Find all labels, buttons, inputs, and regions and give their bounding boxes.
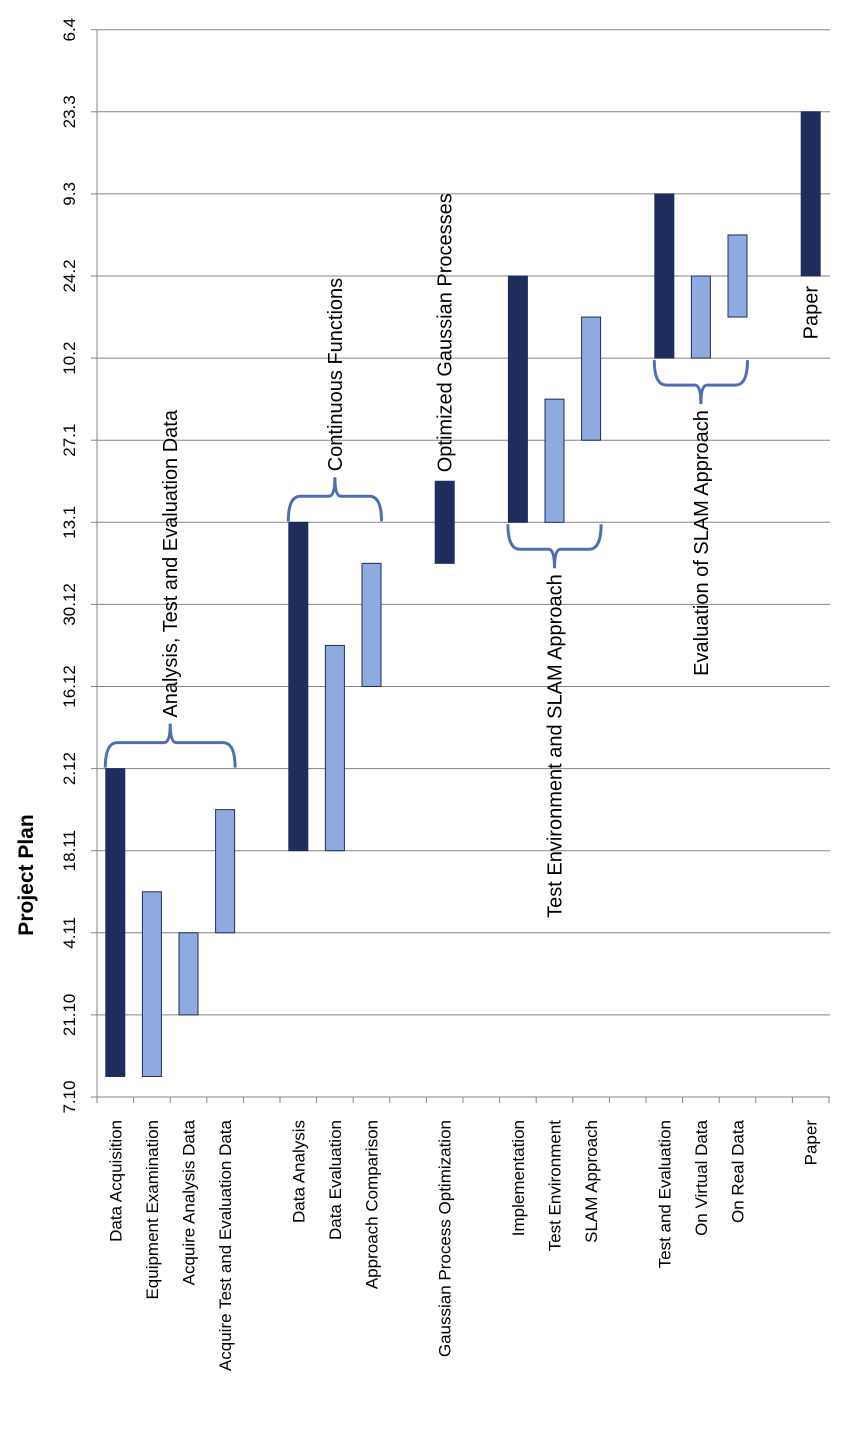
time-tick-label: 7.10 [60,1080,79,1113]
task-bar [507,275,528,523]
time-tick-label: 10.2 [60,342,79,375]
time-tick-label: 9.3 [60,182,79,206]
time-tick-label: 2.12 [60,752,79,785]
task-bar [178,932,199,1016]
task-label: Approach Comparison [363,1120,382,1289]
time-tick-label: 13.1 [60,506,79,539]
task-bar [654,193,675,359]
group-brace [506,524,603,569]
task-bar [141,891,162,1077]
task-label: Test and Evaluation [655,1120,674,1268]
group-annotation: Analysis, Test and Evaluation Data [160,409,182,717]
task-bar [690,275,711,359]
task-label: Data Analysis [289,1120,308,1223]
task-label: Implementation [509,1120,528,1236]
task-labels: Data Acquisition Equipment Examination Acq… [106,1119,820,1371]
chart-title: Project Plan [15,814,38,935]
group-annotation: Optimized Gaussian Processes [435,193,457,472]
time-tick-label: 6.4 [60,18,79,42]
task-label: Acquire Analysis Data [180,1119,199,1285]
task-bar [105,768,126,1077]
time-tick-label: 16.12 [60,665,79,708]
task-label: Data Acquisition [106,1120,125,1242]
task-label: Equipment Examination [143,1120,162,1300]
group-annotation: Paper [801,286,823,340]
time-tick-label: 23.3 [60,95,79,128]
time-tick-label: 24.2 [60,259,79,292]
task-bar [581,316,602,441]
group-braces [103,360,749,768]
task-bar [361,562,382,687]
task-bar [324,644,345,852]
group-annotation: Evaluation of SLAM Approach [691,410,713,676]
group-brace [652,360,749,405]
task-bar [727,234,748,318]
group-annotation: Test Environment and SLAM Approach [545,574,567,918]
task-bar [288,521,309,852]
task-bar [544,398,565,523]
task-bar [800,111,821,277]
task-label: Paper [802,1120,821,1166]
task-bar [434,480,455,564]
task-label: SLAM Approach [582,1120,601,1243]
time-tick-labels: 7.10 21.10 4.11 18.11 2.12 16.12 30.12 13.1 27.1… [60,18,79,1114]
time-tick-label: 30.12 [60,583,79,626]
gridlines [97,29,830,1016]
time-tick-label: 27.1 [60,424,79,457]
task-label: Acquire Test and Evaluation Data [216,1119,235,1371]
task-bar [215,809,236,934]
time-tick-label: 21.10 [60,994,79,1037]
group-annotations: Analysis, Test and Evaluation Data Contin… [160,193,823,918]
task-label: Data Evaluation [326,1120,345,1240]
task-label: On Virtual Data [692,1119,711,1235]
group-brace [286,477,383,522]
group-annotation: Continuous Functions [325,278,347,471]
time-tick-label: 4.11 [60,917,79,949]
time-tick-label: 18.11 [60,830,79,871]
chart-axis [91,29,830,1103]
task-bars [105,111,821,1077]
task-label: Gaussian Process Optimization [436,1120,455,1357]
task-label: Test Environment [546,1120,565,1252]
group-brace [103,723,237,768]
task-label: On Real Data [729,1119,748,1223]
